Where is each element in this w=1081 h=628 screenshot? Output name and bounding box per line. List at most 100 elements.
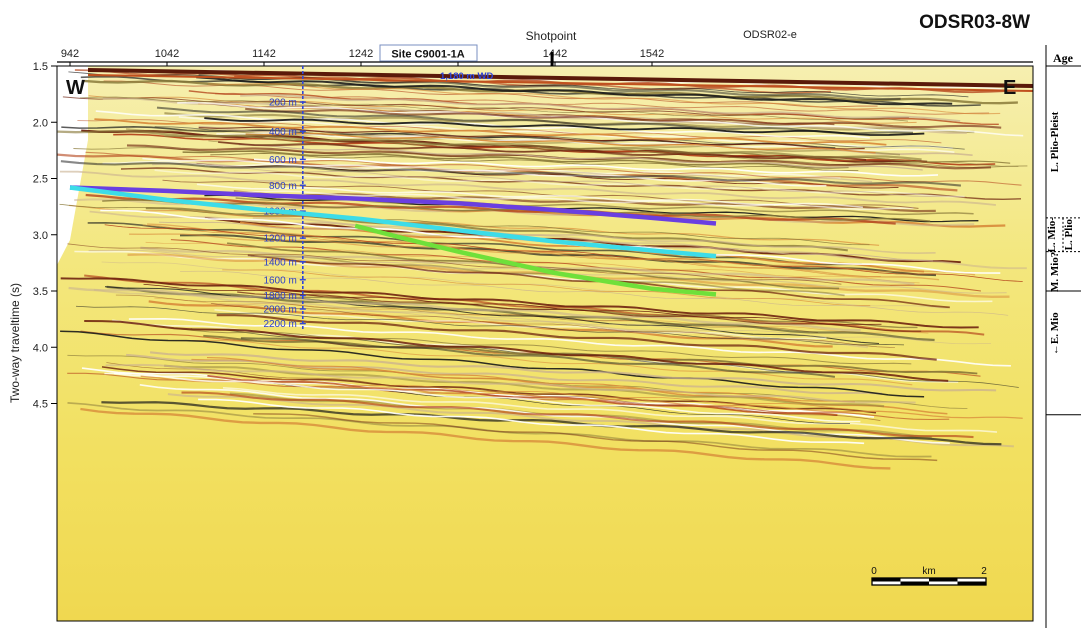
reflector-50 <box>180 270 1009 316</box>
scale-bar: 0 km 2 <box>871 566 987 586</box>
y-tick-label-4.5: 4.5 <box>33 399 48 411</box>
reflector-59 <box>120 167 1022 201</box>
reflector-83 <box>207 374 838 416</box>
reflector-66 <box>59 203 870 246</box>
top-tick-label-1242: 1242 <box>349 48 373 60</box>
depth-label-5: 1200 m <box>263 234 296 245</box>
reflector-118 <box>60 277 979 329</box>
depth-label-3: 800 m <box>269 181 297 192</box>
plot-frame <box>56 65 1034 622</box>
depth-label-6: 1400 m <box>263 257 296 268</box>
reflector-141 <box>60 160 961 187</box>
top-axis-label: Shotpoint <box>526 29 577 43</box>
reflector-132 <box>245 107 1002 129</box>
reflector-77 <box>129 233 976 276</box>
reflector-86 <box>216 304 992 345</box>
y-tick-label-1.5: 1.5 <box>33 61 48 73</box>
reflector-5 <box>87 222 862 266</box>
reflector-138 <box>209 166 948 197</box>
reflector-146 <box>196 183 863 209</box>
y-tick-label-2.5: 2.5 <box>33 174 48 186</box>
seafloor-reflector <box>87 68 1033 88</box>
y-tick-label-4.0: 4.0 <box>33 342 48 354</box>
reflector-129 <box>173 327 912 365</box>
age-header: Age <box>1053 51 1074 65</box>
reflector-97 <box>229 190 914 211</box>
reflector-136 <box>104 372 861 423</box>
reflector-47 <box>154 297 929 334</box>
reflector-99 <box>216 314 937 361</box>
reflector-46 <box>170 239 981 292</box>
reflector-31 <box>222 387 998 433</box>
reflector-54 <box>77 119 942 144</box>
reflector-67 <box>115 294 818 333</box>
chart-title: ODSR03-8W <box>919 12 1030 33</box>
reflector-148 <box>156 106 914 135</box>
reflector-121 <box>210 303 896 348</box>
reflector-113 <box>94 118 887 146</box>
seismic-image <box>57 66 1033 621</box>
y-tick-label-3.0: 3.0 <box>33 230 48 242</box>
reflector-149 <box>57 130 922 161</box>
reflector-135 <box>105 363 916 404</box>
reflector-56 <box>179 234 937 277</box>
depth-label-2: 600 m <box>269 155 297 166</box>
reflector-128 <box>240 337 836 378</box>
horizon-1 <box>69 185 717 259</box>
depth-label-0: 200 m <box>269 98 297 109</box>
reflector-64 <box>104 224 1023 282</box>
reflector-101 <box>181 391 974 439</box>
y-axis-ticks: 1.5 2.0 2.5 3.0 3.5 4.0 4.5 <box>33 61 57 411</box>
depth-label-8: 1800 m <box>263 291 296 302</box>
scale-unit: km <box>922 566 935 577</box>
y-tick-label-3.5: 3.5 <box>33 286 48 298</box>
reflector-127 <box>196 76 953 106</box>
reflector-70 <box>59 170 996 206</box>
top-tick-label-1142: 1142 <box>252 48 276 60</box>
reflector-122 <box>101 401 1002 446</box>
top-tick-label-1442: 1442 <box>543 48 567 60</box>
top-tick-label-942: 942 <box>61 48 79 60</box>
reflector-131 <box>149 351 997 392</box>
reflector-147 <box>67 243 842 285</box>
top-tick-label-1042: 1042 <box>155 48 179 60</box>
reflector-90 <box>80 330 981 377</box>
marker-label: ODSR02-e <box>743 29 797 41</box>
water-depth-label: 1,180 m WD <box>440 71 493 82</box>
reflector-105 <box>154 169 965 198</box>
reflector-85 <box>68 286 861 332</box>
top-tick-label-1542: 1542 <box>640 48 664 60</box>
site-label-box <box>379 44 478 62</box>
reflector-87 <box>164 364 885 408</box>
reflector-107 <box>85 151 1022 186</box>
age-interval-4: ←E. Mio <box>1049 312 1061 355</box>
reflector-84 <box>252 217 1027 270</box>
reflector-48 <box>143 283 882 325</box>
horizons <box>69 185 717 297</box>
top-axis-ticks: 942104211421242134214421542 <box>61 48 664 67</box>
reflector-36 <box>182 150 849 169</box>
scale-end: 2 <box>981 566 987 577</box>
reflector-41 <box>222 269 871 307</box>
reflector-110 <box>240 94 961 122</box>
depth-label-7: 1600 m <box>263 275 296 286</box>
reflector-109 <box>80 407 891 470</box>
reflector-27 <box>145 207 848 252</box>
y-axis-label: Two-way traveltime (s) <box>8 283 22 403</box>
reflector-102 <box>245 132 876 154</box>
reflector-18 <box>215 92 990 115</box>
reflector-78 <box>154 126 965 150</box>
reflector-114 <box>177 101 1024 137</box>
age-interval-1: L. Mio- <box>1046 217 1058 253</box>
reflector-79 <box>75 305 905 346</box>
reflector-45 <box>67 402 932 458</box>
reflector-82 <box>95 110 870 139</box>
site-label: Site C9001-1A <box>391 49 464 61</box>
depth-label-1: 400 m <box>269 127 297 138</box>
reflector-75 <box>206 357 856 403</box>
reflector-125 <box>142 157 827 187</box>
reflector-120 <box>60 330 925 398</box>
age-interval-2: L. Plio <box>1063 219 1075 251</box>
reflector-116 <box>241 378 854 410</box>
